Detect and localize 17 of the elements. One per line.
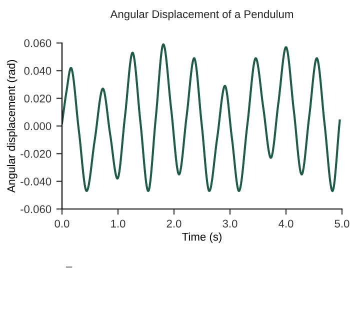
x-tick-label: 4.0	[278, 220, 294, 228]
y-tick-label: 0.020	[24, 94, 52, 102]
y-tick-label: -0.060	[20, 205, 52, 214]
chart-title: Angular Displacement of a Pendulum	[110, 10, 293, 20]
y-tick-label: -0.040	[20, 178, 52, 186]
x-tick-label: 3.0	[222, 220, 238, 228]
x-tick-label: 1.0	[111, 220, 126, 228]
y-tick-label: -0.020	[20, 150, 52, 158]
x-axis-title: Time (s)	[182, 232, 222, 243]
y-tick-label: 0.060	[24, 39, 52, 48]
x-tick-label: 5.0	[334, 220, 350, 228]
text: –	[66, 266, 72, 268]
y-axis-title: Angular displacement (rad)	[6, 60, 18, 193]
x-tick-label: 2.0	[166, 220, 182, 228]
y-tick-label: 0.000	[24, 122, 52, 130]
x-tick-label: 0.0	[54, 220, 70, 228]
y-tick-label: 0.040	[24, 66, 52, 75]
